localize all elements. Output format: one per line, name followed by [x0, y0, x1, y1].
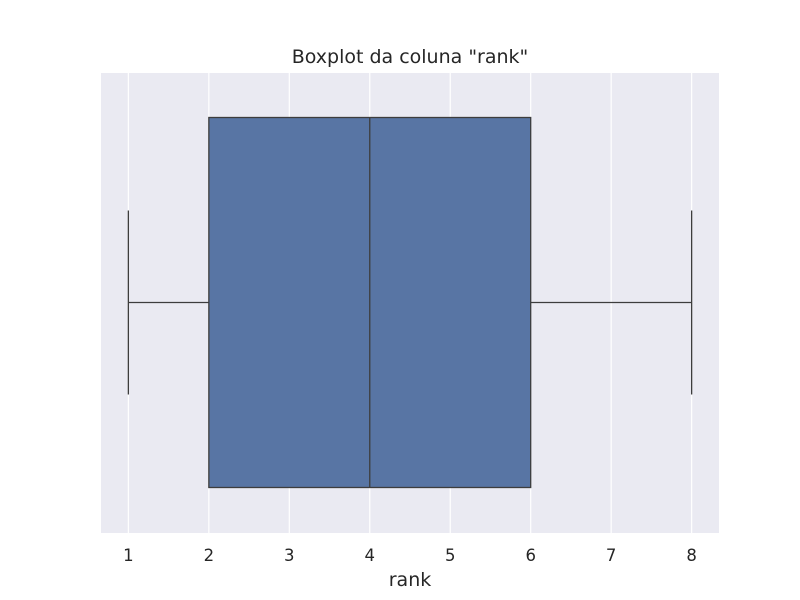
- x-tick-label-7: 7: [606, 546, 617, 565]
- x-tick-labels: 1 2 3 4 5 6 7 8: [123, 546, 697, 565]
- x-tick-label-3: 3: [284, 546, 295, 565]
- x-tick-label-2: 2: [204, 546, 215, 565]
- boxplot: [127, 116, 693, 489]
- x-tick-label-4: 4: [365, 546, 376, 565]
- x-tick-label-5: 5: [445, 546, 456, 565]
- x-tick-label-6: 6: [525, 546, 536, 565]
- x-tick-label-8: 8: [686, 546, 697, 565]
- x-tick-label-1: 1: [123, 546, 134, 565]
- x-axis-label: rank: [389, 569, 432, 591]
- chart-title: Boxplot da coluna "rank": [292, 46, 529, 68]
